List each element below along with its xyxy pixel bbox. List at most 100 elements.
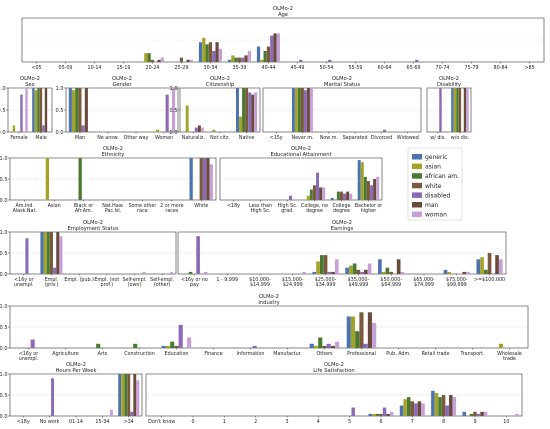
bar-asian xyxy=(372,413,376,416)
bar-man xyxy=(449,395,453,416)
bar-disabled xyxy=(415,59,419,62)
y-tick-label: 1.0 xyxy=(0,372,8,378)
x-tick-label: Self-empl. (other) xyxy=(150,277,174,288)
bar-disabled xyxy=(20,94,23,132)
bar-generic xyxy=(40,232,44,274)
bar-disabled xyxy=(212,51,216,62)
bar-man xyxy=(480,411,484,416)
panel-model-label: OLMo-2 xyxy=(210,76,230,82)
bar-asian xyxy=(12,125,16,132)
bar-man xyxy=(273,33,277,62)
bar-woman xyxy=(254,92,258,132)
y-tick-label: 0.5 xyxy=(170,108,178,114)
x-tick-label: Native xyxy=(239,135,255,141)
legend-label: asian xyxy=(425,164,441,171)
bar-woman xyxy=(400,271,405,274)
bar-woman xyxy=(498,259,503,274)
bar-african-am- xyxy=(75,88,79,132)
panel-model-label: OLMo-2 xyxy=(273,6,293,12)
bar-disabled xyxy=(343,193,347,200)
x-tick-label: 6 xyxy=(379,419,382,425)
y-tick-label: 1.0 xyxy=(56,86,64,92)
legend-label: disabled xyxy=(425,192,450,199)
bar-disabled xyxy=(165,94,169,132)
bar-disabled xyxy=(53,267,57,274)
bar-disabled xyxy=(51,378,55,416)
bar-asian xyxy=(45,158,49,200)
x-tick-label: >85 xyxy=(524,65,534,71)
x-tick-label: $50,000-$64,999 xyxy=(380,277,402,288)
bar-asian xyxy=(294,88,298,132)
bar-african-am- xyxy=(188,271,193,274)
bar-woman xyxy=(189,59,193,62)
legend-swatch xyxy=(412,154,422,160)
bar-woman xyxy=(187,337,192,348)
panel-model-label: OLMo-2 xyxy=(103,146,123,152)
bar-african-am- xyxy=(46,232,50,274)
bar-generic xyxy=(357,160,361,200)
bar-disabled xyxy=(194,127,198,132)
panel-title: Industry xyxy=(258,300,279,306)
bar-man xyxy=(495,255,499,274)
x-tick-label: 2 xyxy=(254,419,257,425)
x-tick-label: $65,000-$74,999 xyxy=(413,277,435,288)
x-tick-label: >34 xyxy=(124,419,134,425)
bar-white xyxy=(356,269,361,274)
panel-title: Employment Status xyxy=(67,226,118,232)
x-tick-label: 25-29 xyxy=(175,65,189,71)
panel-title: Life Satisfaction xyxy=(313,368,354,374)
x-tick-label: College, no degree xyxy=(301,203,328,214)
bar-man xyxy=(133,374,137,416)
panel-model-label: OLMo-2 xyxy=(439,76,459,82)
x-tick-label: 80-84 xyxy=(494,65,508,71)
panel-title: Ethnicity xyxy=(102,152,125,158)
x-tick-label: >=$100,000 xyxy=(474,277,505,283)
x-tick-label: Information xyxy=(237,351,265,357)
bar-african-am- xyxy=(406,397,411,416)
bar-woman xyxy=(142,271,146,274)
bar-generic xyxy=(451,88,454,132)
bar-man xyxy=(307,88,310,132)
x-tick-label: 01-14 xyxy=(69,419,83,425)
bar-white xyxy=(339,191,343,200)
bar-disabled xyxy=(327,271,332,274)
bar-woman xyxy=(172,88,176,132)
bar-disabled xyxy=(476,413,481,416)
bar-man xyxy=(244,55,248,62)
bar-asian xyxy=(498,343,504,348)
bar-man xyxy=(367,312,372,348)
bar-asian xyxy=(156,129,160,132)
bar-white xyxy=(174,345,179,348)
x-tick-label: Empl. (not prof.) xyxy=(94,277,119,288)
bar-african-am- xyxy=(385,267,390,274)
bar-asian xyxy=(480,257,484,274)
x-tick-label: $10,000-$14,999 xyxy=(249,277,271,288)
x-tick-label: High Sc. grad. xyxy=(278,203,298,214)
bar-african-am- xyxy=(355,331,360,348)
panel-title: Educational Attainment xyxy=(270,152,331,158)
y-tick-label: 1.0 xyxy=(0,86,6,92)
bar-disabled xyxy=(351,407,355,416)
bar-white xyxy=(410,401,415,416)
bar-white xyxy=(179,57,184,62)
y-tick-label: 1.0 xyxy=(170,86,178,92)
y-tick-label: 0.5 xyxy=(0,251,8,257)
x-tick-label: 55-59 xyxy=(349,65,363,71)
bar-asian xyxy=(403,399,407,416)
panel-title: Sex xyxy=(25,82,34,88)
bar-woman xyxy=(247,51,251,62)
x-tick-label: 1 - 9,999 xyxy=(216,277,238,283)
x-tick-label: Empl. (pub.) xyxy=(64,277,94,283)
bar-asian xyxy=(381,271,386,274)
x-tick-label: 20-24 xyxy=(146,65,160,71)
bar-disabled xyxy=(328,59,332,62)
bar-african-am- xyxy=(78,158,82,200)
x-tick-label: 15-19 xyxy=(117,65,131,71)
bar-asian xyxy=(72,90,76,132)
panel-title: Earnings xyxy=(331,226,354,232)
x-tick-label: Manufactur. xyxy=(273,351,301,357)
x-tick-label: 8 xyxy=(442,419,445,425)
